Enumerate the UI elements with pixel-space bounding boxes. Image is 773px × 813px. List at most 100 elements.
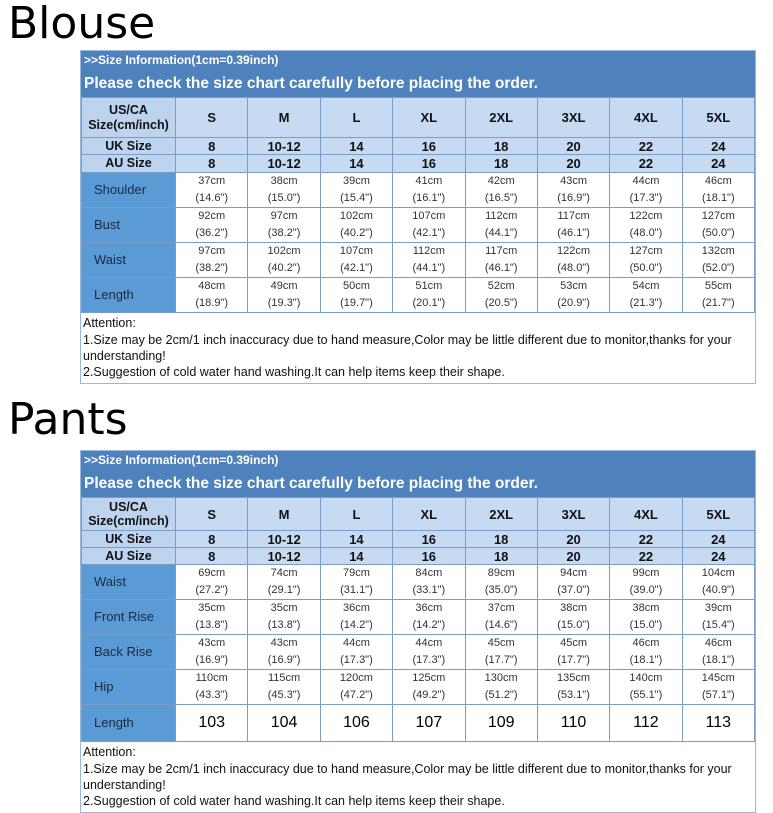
- cm-value: 102cm: [339, 210, 373, 223]
- cm-value: 46cm: [632, 637, 660, 650]
- size-cell: 16: [392, 530, 466, 548]
- attention-notes: Attention: 1.Size may be 2cm/1 inch inacc…: [81, 313, 755, 383]
- row-label: AU Size: [81, 154, 176, 173]
- measurement-cell: 102cm (40.2"): [319, 207, 394, 244]
- inch-value: (52.0"): [701, 262, 735, 275]
- measurement-cell: 41cm (16.1"): [392, 171, 466, 209]
- measurement-cell: 122cm (48.0"): [609, 207, 683, 244]
- inch-value: (19.7"): [340, 297, 373, 310]
- inch-value: (38.2"): [195, 262, 228, 275]
- measurement-cell: 38cm (15.0"): [609, 599, 683, 636]
- cm-value: 99cm: [632, 567, 660, 579]
- cm-value: 135cm: [557, 672, 591, 685]
- inch-value: (46.1"): [557, 227, 590, 240]
- cm-value: 53cm: [560, 280, 588, 293]
- size-cell: 10-12: [247, 547, 321, 565]
- inch-value: (29.1"): [267, 584, 301, 597]
- inch-value: (15.4"): [340, 192, 373, 205]
- row-label: US/CA Size(cm/inch): [81, 497, 176, 531]
- inch-value: (17.3"): [629, 192, 663, 205]
- measurement-row: Back Rise 43cm (16.9") 43cm (16.9") 44cm (17.3…: [81, 634, 756, 671]
- measurement-cell: 46cm (18.1"): [681, 634, 756, 671]
- size-cell: S: [174, 97, 249, 138]
- inch-value: (14.6"): [195, 192, 228, 205]
- size-cell: 14: [319, 154, 394, 173]
- measurement-cell: 37cm (14.6"): [464, 599, 538, 636]
- cm-value: 74cm: [270, 567, 298, 579]
- measurement-cell: 122cm (48.0"): [536, 242, 611, 279]
- measurement-cell: 117cm (46.1"): [464, 242, 538, 279]
- size-cell: 20: [536, 530, 611, 548]
- size-table: US/CA Size(cm/inch) S M L XL 2XL 3XL 4XL 5XL UK S…: [81, 97, 756, 314]
- attention-line: 2.Suggestion of cold water hand washing.…: [83, 794, 505, 809]
- inch-value: (38.2"): [267, 227, 301, 240]
- inch-value: (19.3"): [267, 297, 301, 310]
- measurement-cell: 51cm (20.1"): [392, 277, 466, 314]
- inch-value: (27.2"): [195, 584, 228, 597]
- measurement-cell: 84cm (33.1"): [392, 563, 466, 601]
- inch-value: (40.2"): [267, 262, 301, 275]
- inch-value: (17.3"): [412, 654, 446, 667]
- cm-value: 48cm: [198, 280, 226, 293]
- cm-value: 127cm: [629, 245, 663, 258]
- inch-value: (40.2"): [340, 227, 373, 240]
- cm-value: 54cm: [632, 280, 660, 293]
- measurement-cell: 39cm (15.4"): [319, 171, 394, 209]
- measurement-cell: 97cm (38.2"): [247, 207, 321, 244]
- measurement-cell: 52cm (20.5"): [464, 277, 538, 314]
- cm-value: 39cm: [342, 175, 370, 187]
- pants-size-chart: >>Size Information(1cm=0.39inch) Please c…: [80, 450, 756, 813]
- measurement-cell: 99cm (39.0"): [609, 563, 683, 601]
- measurement-cell: 35cm (13.8"): [247, 599, 321, 636]
- attention-line: 1.Size may be 2cm/1 inch inaccuracy due …: [83, 332, 732, 363]
- row-label: UK Size: [81, 137, 176, 155]
- measurement-cell: 43cm (16.9"): [174, 634, 249, 671]
- size-cell: 16: [392, 137, 466, 155]
- size-cell: M: [247, 497, 321, 531]
- measurement-cell: 44cm (17.3"): [319, 634, 394, 671]
- size-cell: 24: [681, 530, 756, 548]
- cm-value: 43cm: [270, 637, 298, 650]
- cm-value: 117cm: [557, 210, 590, 223]
- measurement-value: 109: [464, 704, 538, 743]
- cm-value: 35cm: [198, 602, 226, 615]
- measurement-cell: 135cm (53.1"): [536, 669, 611, 706]
- cm-value: 117cm: [485, 245, 518, 258]
- inch-value: (14.6"): [484, 619, 518, 632]
- measurement-cell: 74cm (29.1"): [247, 563, 321, 601]
- measurement-cell: 125cm (49.2"): [392, 669, 466, 706]
- inch-value: (57.1"): [701, 689, 735, 702]
- inch-value: (21.3"): [629, 297, 663, 310]
- size-cell: 22: [609, 530, 683, 548]
- inch-value: (42.1"): [412, 227, 446, 240]
- size-cell: 22: [609, 137, 683, 155]
- cm-value: 89cm: [487, 567, 515, 579]
- measurement-value: 103: [174, 704, 249, 743]
- measurement-cell: 115cm (45.3"): [247, 669, 321, 706]
- cm-value: 38cm: [270, 175, 298, 187]
- inch-value: (37.0"): [557, 584, 590, 597]
- attention-line: 1.Size may be 2cm/1 inch inaccuracy due …: [83, 761, 732, 792]
- inch-value: (44.1"): [412, 262, 446, 275]
- inch-value: (33.1"): [412, 584, 446, 597]
- inch-value: (13.8"): [267, 619, 301, 632]
- measurement-cell: 140cm (55.1"): [609, 669, 683, 706]
- size-cell: 18: [464, 530, 538, 548]
- cm-value: 46cm: [704, 637, 732, 650]
- size-cell: 14: [319, 530, 394, 548]
- measurement-label: Front Rise: [81, 599, 176, 636]
- measurement-label: Shoulder: [81, 171, 176, 209]
- inch-value: (17.7"): [557, 654, 590, 667]
- size-cell: 14: [319, 137, 394, 155]
- measurement-row: Bust 92cm (36.2") 97cm (38.2") 102cm (40.2") 10…: [81, 207, 756, 244]
- size-cell: 18: [464, 154, 538, 173]
- chart-header: >>Size Information(1cm=0.39inch) Please c…: [81, 451, 755, 497]
- measurement-cell: 127cm (50.0"): [681, 207, 756, 244]
- attention-line: 2.Suggestion of cold water hand washing.…: [83, 365, 505, 380]
- measurement-cell: 44cm (17.3"): [392, 634, 466, 671]
- inch-value: (15.0"): [267, 192, 301, 205]
- size-cell: 5XL: [681, 497, 756, 531]
- order-notice: Please check the size chart carefully be…: [84, 475, 538, 492]
- measurement-cell: 46cm (18.1"): [681, 171, 756, 209]
- size-cell: M: [247, 97, 321, 138]
